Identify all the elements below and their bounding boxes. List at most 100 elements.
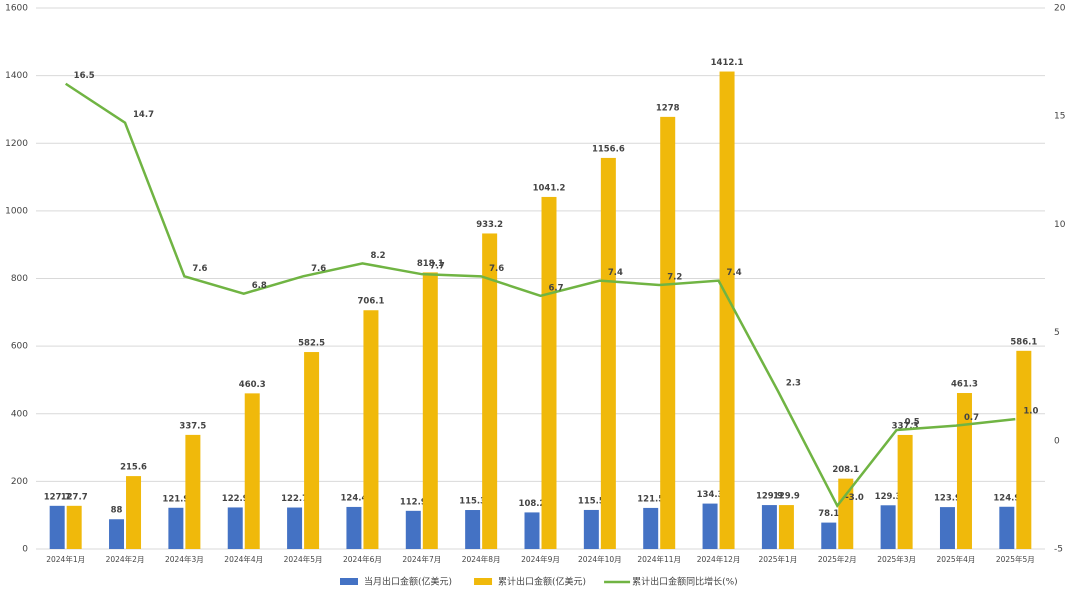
- y-tick-label: 400: [11, 409, 28, 419]
- x-tick-label: 2025年1月: [758, 554, 797, 564]
- legend-swatch: [340, 578, 358, 585]
- data-label: 6.8: [252, 281, 267, 291]
- data-label: 78.1: [818, 509, 839, 519]
- data-label: 337.5: [179, 421, 206, 431]
- x-tick-label: 2025年2月: [818, 554, 857, 564]
- data-label: 460.3: [239, 380, 266, 390]
- bar: [702, 503, 718, 549]
- bar: [583, 509, 599, 549]
- y-tick-label: 1000: [5, 206, 28, 216]
- x-tick-label: 2024年8月: [462, 554, 501, 564]
- data-label: 134.3: [697, 490, 724, 500]
- y-tick-label: 1600: [5, 4, 28, 14]
- bar: [643, 507, 659, 549]
- y-tick-label: 600: [11, 342, 28, 352]
- x-tick-label: 2024年1月: [46, 554, 85, 564]
- bar: [346, 506, 362, 549]
- x-tick-label: 2024年12月: [697, 554, 741, 564]
- x-tick-label: 2024年3月: [165, 554, 204, 564]
- y-tick-label: 200: [11, 477, 28, 487]
- data-label: 818.1: [417, 259, 444, 269]
- data-label: 88: [111, 506, 123, 516]
- y-tick-label: 800: [11, 274, 28, 284]
- bar: [821, 522, 837, 549]
- bar: [719, 71, 735, 549]
- bar: [66, 505, 82, 549]
- data-label: 124.4: [340, 493, 367, 503]
- x-tick-label: 2024年4月: [224, 554, 263, 564]
- y2-tick-label: -5: [1054, 545, 1063, 555]
- data-label: 7.6: [311, 264, 326, 274]
- x-tick-label: 2024年7月: [402, 554, 441, 564]
- data-label: 6.7: [549, 283, 564, 293]
- data-label: 7.6: [489, 264, 504, 274]
- data-label: 7.7: [430, 262, 445, 272]
- data-label: 115.3: [459, 497, 486, 507]
- data-label: 933.2: [476, 220, 503, 230]
- bar: [838, 478, 854, 549]
- legend-swatch: [474, 578, 493, 585]
- bar: [1016, 350, 1032, 549]
- legend-label: 累计出口金额(亿美元): [498, 576, 586, 588]
- y2-tick-label: 20: [1054, 4, 1066, 14]
- data-label: 112.9: [400, 497, 427, 507]
- data-label: 129.9: [756, 492, 783, 502]
- bar: [660, 116, 676, 549]
- data-label: 122.7: [281, 494, 308, 504]
- bar: [600, 157, 616, 549]
- data-label: 7.6: [192, 264, 207, 274]
- data-label: 129.3: [875, 492, 902, 502]
- y-tick-label: 1200: [5, 139, 28, 149]
- y2-tick-label: 0: [1054, 436, 1060, 446]
- x-tick-label: 2024年5月: [284, 554, 323, 564]
- data-label: 121.9: [162, 494, 189, 504]
- x-tick-label: 2024年6月: [343, 554, 382, 564]
- bar: [482, 233, 498, 550]
- data-label: 129.9: [773, 492, 800, 502]
- data-label: 122.9: [222, 494, 249, 504]
- bar: [541, 196, 557, 549]
- bar: [524, 512, 540, 549]
- bar: [304, 352, 320, 549]
- data-label: 215.6: [120, 463, 147, 473]
- data-label: 461.3: [951, 380, 978, 390]
- y-tick-label: 0: [22, 545, 28, 555]
- x-tick-label: 2024年10月: [578, 554, 622, 564]
- bar: [422, 272, 438, 549]
- bar: [405, 510, 421, 549]
- data-label: -3.0: [845, 493, 864, 503]
- data-label: 1.0: [1023, 407, 1038, 417]
- data-label: 121.5: [637, 494, 664, 504]
- data-label: 586.1: [1010, 337, 1037, 347]
- legend-label: 累计出口金额同比增长(%): [632, 576, 738, 588]
- data-label: 582.5: [298, 339, 325, 349]
- bar: [956, 393, 972, 549]
- bar: [168, 507, 184, 549]
- y2-tick-label: 10: [1054, 220, 1066, 230]
- x-tick-label: 2025年3月: [877, 554, 916, 564]
- data-label: 14.7: [133, 110, 154, 120]
- data-label: 2.3: [786, 379, 801, 389]
- data-label: 1412.1: [711, 58, 744, 68]
- data-label: 706.1: [357, 297, 384, 307]
- data-label: 127.7: [61, 492, 88, 502]
- bar: [761, 505, 777, 549]
- data-label: 108.2: [519, 499, 546, 509]
- data-label: 208.1: [832, 465, 859, 475]
- x-tick-label: 2025年5月: [996, 554, 1035, 564]
- bar: [244, 393, 260, 549]
- data-label: 337.3: [892, 421, 919, 431]
- bar: [49, 505, 65, 549]
- bar: [109, 519, 125, 549]
- data-label: 16.5: [74, 71, 95, 81]
- legend-label: 当月出口金额(亿美元): [364, 576, 452, 588]
- y2-tick-label: 15: [1054, 112, 1065, 122]
- data-label: 0.7: [964, 413, 979, 423]
- bar: [287, 507, 303, 549]
- y-tick-label: 1400: [5, 71, 28, 81]
- bar: [999, 506, 1015, 549]
- x-tick-label: 2024年2月: [106, 554, 145, 564]
- data-label: 1041.2: [533, 183, 566, 193]
- bar: [880, 505, 896, 549]
